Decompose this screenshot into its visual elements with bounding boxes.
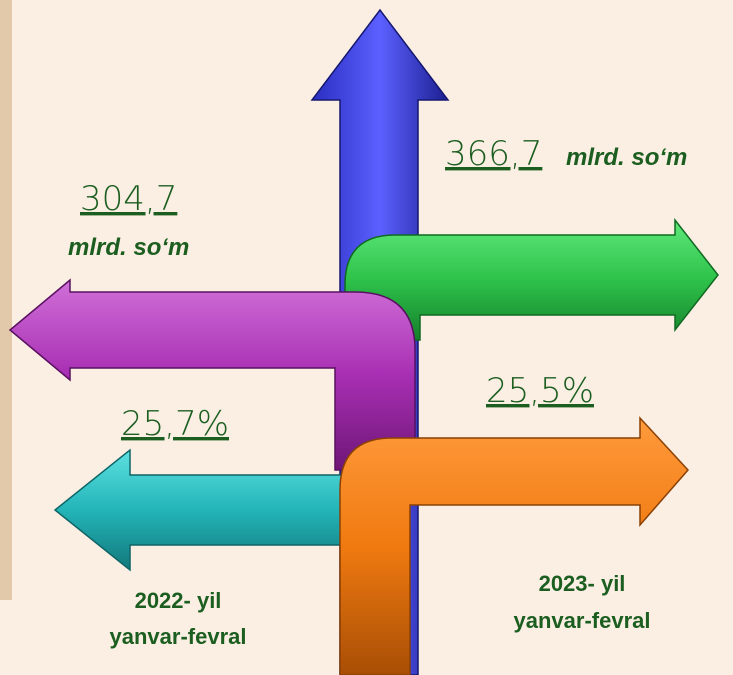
right-unit: mlrd. so‘m [566,144,687,171]
side-strip [0,0,12,600]
left-unit: mlrd. so‘m [68,234,189,261]
right-period-months: yanvar-fevral [514,608,651,633]
left-percent: 25,7% [121,404,229,444]
left-period-months: yanvar-fevral [110,624,247,649]
left-period-year: 2022- yil [135,588,222,613]
left-amount: 304,7 [80,179,177,219]
right-amount: 366,7 [445,134,542,174]
arrow-left-cyan [55,450,345,570]
infographic: 366,7 mlrd. so‘m 304,7 mlrd. so‘m 25,7% … [0,0,733,675]
arrow-right-orange [340,418,688,675]
right-period-year: 2023- yil [539,571,626,596]
page: 366,7 mlrd. so‘m 304,7 mlrd. so‘m 25,7% … [0,0,733,675]
right-percent: 25,5% [486,371,594,411]
